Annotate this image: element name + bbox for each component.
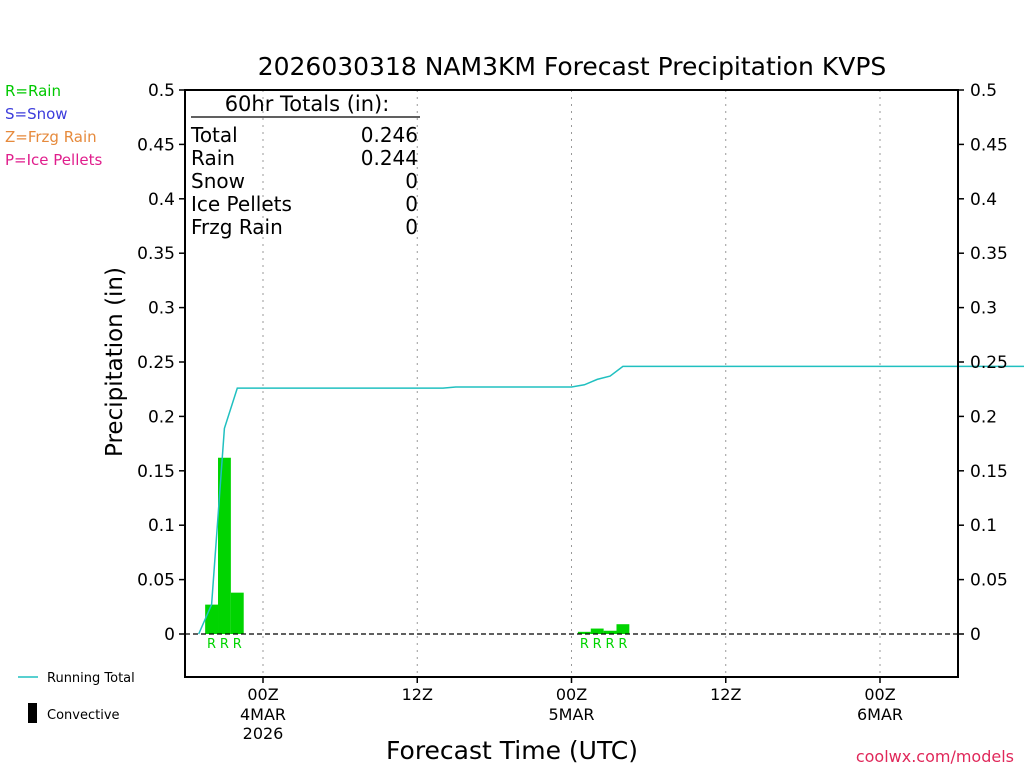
totals-heading: 60hr Totals (in): — [225, 92, 390, 116]
bar-type-label: R — [220, 637, 229, 652]
totals-label: Frzg Rain — [191, 215, 283, 239]
y-tick-label-right: 0.5 — [970, 81, 997, 101]
legend-entry: P=Ice Pellets — [5, 151, 102, 169]
totals-summary: 60hr Totals (in): Total 0.246 Rain 0.244 Sno… — [190, 92, 420, 239]
y-axis-right: 0.5 0.45 0.4 0.35 0.3 0.25 0.2 0.15 0.1 0.05 0 — [958, 81, 1008, 645]
rain-bar — [230, 592, 244, 634]
legend-entry: S=Snow — [5, 105, 68, 123]
x-tick-label: 12Z — [402, 685, 433, 704]
totals-value: 0 — [405, 192, 418, 216]
y-tick-label: 0.45 — [137, 135, 175, 155]
rain-bar — [616, 624, 630, 634]
x-tick-year: 2026 — [243, 724, 284, 743]
convective-legend-label: Convective — [47, 708, 120, 723]
x-tick-date: 5MAR — [548, 705, 594, 724]
y-tick-label: 0.05 — [137, 571, 175, 591]
y-tick-label: 0.35 — [137, 244, 175, 264]
running-total-line — [198, 365, 1024, 635]
totals-value: 0 — [405, 215, 418, 239]
y-tick-label-right: 0.35 — [970, 244, 1008, 264]
bar-type-label: R — [606, 637, 615, 652]
legend-entry: Z=Frzg Rain — [5, 128, 97, 146]
totals-label: Ice Pellets — [191, 192, 292, 216]
y-tick-label: 0.4 — [148, 190, 175, 210]
y-tick-label-right: 0.1 — [970, 516, 997, 536]
totals-value: 0.246 — [361, 123, 418, 147]
y-tick-label-right: 0.4 — [970, 190, 997, 210]
y-tick-label-right: 0 — [970, 625, 981, 645]
x-tick-label: 00Z — [247, 685, 278, 704]
legend-entry: R=Rain — [5, 82, 61, 100]
x-tick-date: 4MAR — [240, 705, 286, 724]
y-tick-label-right: 0.15 — [970, 462, 1008, 482]
y-axis-left: 0.5 0.45 0.4 0.35 0.3 0.25 0.2 0.15 0.1 0.05 0 — [137, 81, 185, 645]
y-tick-label: 0 — [164, 625, 175, 645]
y-axis-label: Precipitation (in) — [102, 267, 128, 457]
chart-title: 2026030318 NAM3KM Forecast Precipitation… — [258, 52, 887, 81]
y-tick-label-right: 0.05 — [970, 571, 1008, 591]
y-tick-label-right: 0.45 — [970, 135, 1008, 155]
bar-type-label: R — [233, 637, 242, 652]
rain-bar — [590, 628, 604, 634]
totals-label: Snow — [191, 169, 245, 193]
y-tick-label: 0.15 — [137, 462, 175, 482]
totals-label: Rain — [191, 146, 235, 170]
totals-label: Total — [190, 123, 238, 147]
y-tick-label: 0.1 — [148, 516, 175, 536]
precip-type-legend: R=Rain S=Snow Z=Frzg Rain P=Ice Pellets — [5, 82, 102, 169]
convective-legend-swatch — [28, 703, 37, 723]
totals-value: 0.244 — [361, 146, 418, 170]
rain-bar — [603, 630, 617, 634]
totals-rows: Total 0.246 Rain 0.244 Snow 0 Ice Pellets 0 Frzg… — [190, 123, 418, 239]
bar-type-label: R — [580, 637, 589, 652]
running-total-legend-label: Running Total — [47, 671, 135, 686]
series-legend: Running Total Convective — [18, 671, 135, 723]
bar-type-label: R — [593, 637, 602, 652]
rain-bar — [577, 631, 591, 634]
totals-value: 0 — [405, 169, 418, 193]
bar-type-label: R — [207, 637, 216, 652]
y-tick-label: 0.3 — [148, 299, 175, 319]
rain-bar — [218, 457, 231, 634]
credit-text: coolwx.com/models — [856, 747, 1014, 766]
grid-lines — [262, 90, 881, 677]
x-tick-label: 12Z — [710, 685, 741, 704]
y-tick-label: 0.25 — [137, 353, 175, 373]
x-tick-label: 00Z — [864, 685, 895, 704]
bar-type-label: R — [618, 637, 627, 652]
x-tick-date: 6MAR — [857, 705, 903, 724]
rain-bar — [205, 604, 219, 634]
y-tick-label-right: 0.3 — [970, 299, 997, 319]
y-tick-label-right: 0.25 — [970, 353, 1008, 373]
y-tick-label: 0.5 — [148, 81, 175, 101]
rain-bars — [205, 457, 630, 634]
x-tick-label: 00Z — [556, 685, 587, 704]
y-tick-label: 0.2 — [148, 407, 175, 427]
x-axis-label: Forecast Time (UTC) — [386, 736, 638, 765]
y-tick-label-right: 0.2 — [970, 407, 997, 427]
